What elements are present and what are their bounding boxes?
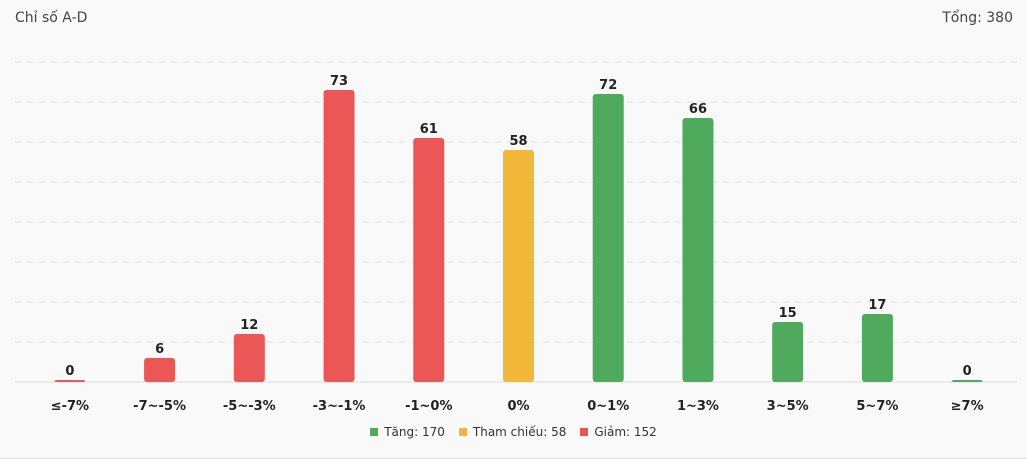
bar-value-label: 17 <box>868 298 886 313</box>
bar-9 <box>861 314 893 382</box>
legend-label: Giảm: 152 <box>594 425 657 439</box>
bar-2 <box>233 334 265 382</box>
bar-value-label: 0 <box>963 364 972 379</box>
bar-value-label: 72 <box>599 78 617 93</box>
bar-0 <box>54 380 86 382</box>
bar-value-label: 15 <box>779 306 797 321</box>
x-tick-label: -1~0% <box>405 399 452 414</box>
x-tick-label: 5~7% <box>856 399 898 414</box>
chart-title: Chỉ số A-D <box>15 10 88 26</box>
x-tick-label: ≥7% <box>951 399 984 414</box>
legend-swatch <box>370 428 379 436</box>
legend-label: Tham chiếu: 58 <box>472 425 567 439</box>
ad-bar-chart: 0 ≤-7% 6 -7~-5% 12 -5~-3% 73 -3~-1% 61 -1~0% 58 0% 7… <box>15 61 1017 414</box>
bar-3 <box>323 90 355 382</box>
x-tick-label: 3~5% <box>767 399 809 414</box>
bar-value-label: 61 <box>420 122 438 137</box>
chart-legend: Tăng: 170 Tham chiếu: 58 Giảm: 152 <box>0 425 1027 439</box>
bar-1 <box>144 358 176 382</box>
bar-value-label: 73 <box>330 74 348 89</box>
legend-item-up[interactable]: Tăng: 170 <box>370 425 445 439</box>
legend-swatch <box>458 428 467 436</box>
legend-swatch <box>580 428 589 436</box>
bar-value-label: 6 <box>155 342 164 357</box>
bar-8 <box>772 322 804 382</box>
bar-4 <box>413 138 445 382</box>
bar-6 <box>592 94 624 382</box>
bar-value-label: 66 <box>689 102 707 117</box>
x-tick-label: ≤-7% <box>51 399 89 414</box>
x-tick-label: 0~1% <box>587 399 629 414</box>
total-count: Tổng: 380 <box>942 10 1013 26</box>
x-tick-label: 0% <box>507 399 529 414</box>
bar-value-label: 0 <box>65 364 74 379</box>
legend-item-down[interactable]: Giảm: 152 <box>580 425 657 439</box>
x-tick-label: -3~-1% <box>313 399 366 414</box>
bar-5 <box>503 150 534 382</box>
x-tick-label: -5~-3% <box>223 399 276 414</box>
bar-7 <box>682 118 714 382</box>
legend-label: Tăng: 170 <box>384 425 445 439</box>
x-tick-label: 1~3% <box>677 399 719 414</box>
x-tick-label: -7~-5% <box>133 399 186 414</box>
legend-item-ref[interactable]: Tham chiếu: 58 <box>458 425 567 439</box>
bar-10 <box>951 380 983 382</box>
bar-value-label: 58 <box>509 134 527 149</box>
bar-value-label: 12 <box>240 318 258 333</box>
